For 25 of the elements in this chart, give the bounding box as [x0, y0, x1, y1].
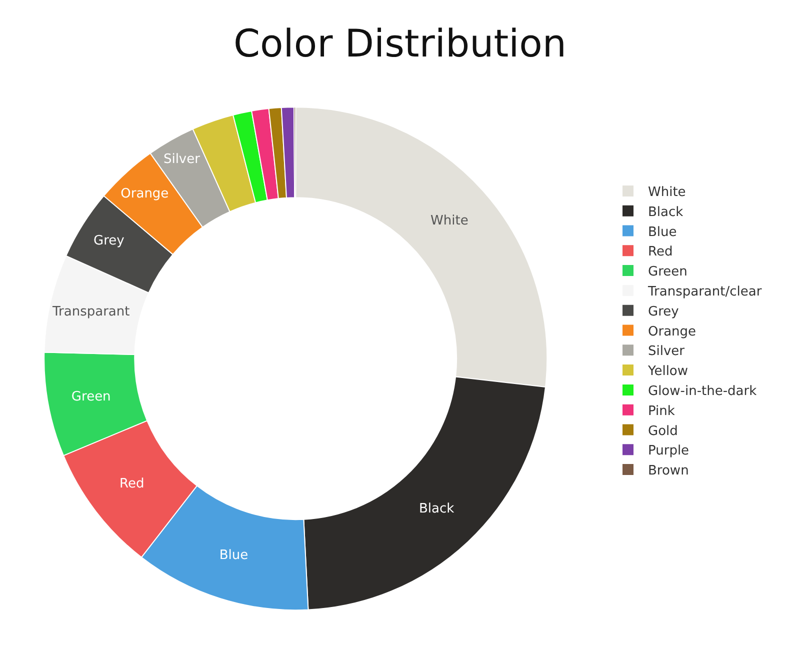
legend-label: Green: [648, 264, 688, 280]
legend-label: Purple: [648, 444, 690, 459]
data-label: Transparant: [52, 304, 130, 320]
data-label: Orange: [120, 186, 169, 202]
data-label: Blue: [219, 548, 248, 563]
data-label: Silver: [163, 152, 201, 167]
legend-label: Red: [648, 244, 673, 260]
data-label: Grey: [94, 234, 125, 249]
legend-label: Glow-in-the-dark: [648, 384, 758, 400]
legend-label: Brown: [648, 464, 689, 479]
legend-label: Pink: [648, 404, 676, 419]
chart-title: Color Distribution: [234, 21, 566, 66]
legend-label: Blue: [648, 224, 677, 240]
data-label: White: [430, 214, 468, 229]
legend-label: Black: [648, 204, 684, 220]
legend-label: Gold: [648, 424, 678, 439]
legend-label: Silver: [648, 344, 686, 360]
legend-label: White: [648, 185, 686, 200]
legend-label: Orange: [648, 324, 696, 340]
data-label: Black: [418, 501, 455, 516]
legend-label: Yellow: [647, 364, 688, 380]
data-label: Red: [119, 476, 144, 492]
legend-label: Grey: [648, 304, 680, 320]
data-label: Green: [71, 389, 111, 404]
legend-label: Transparant/clear: [647, 284, 762, 300]
